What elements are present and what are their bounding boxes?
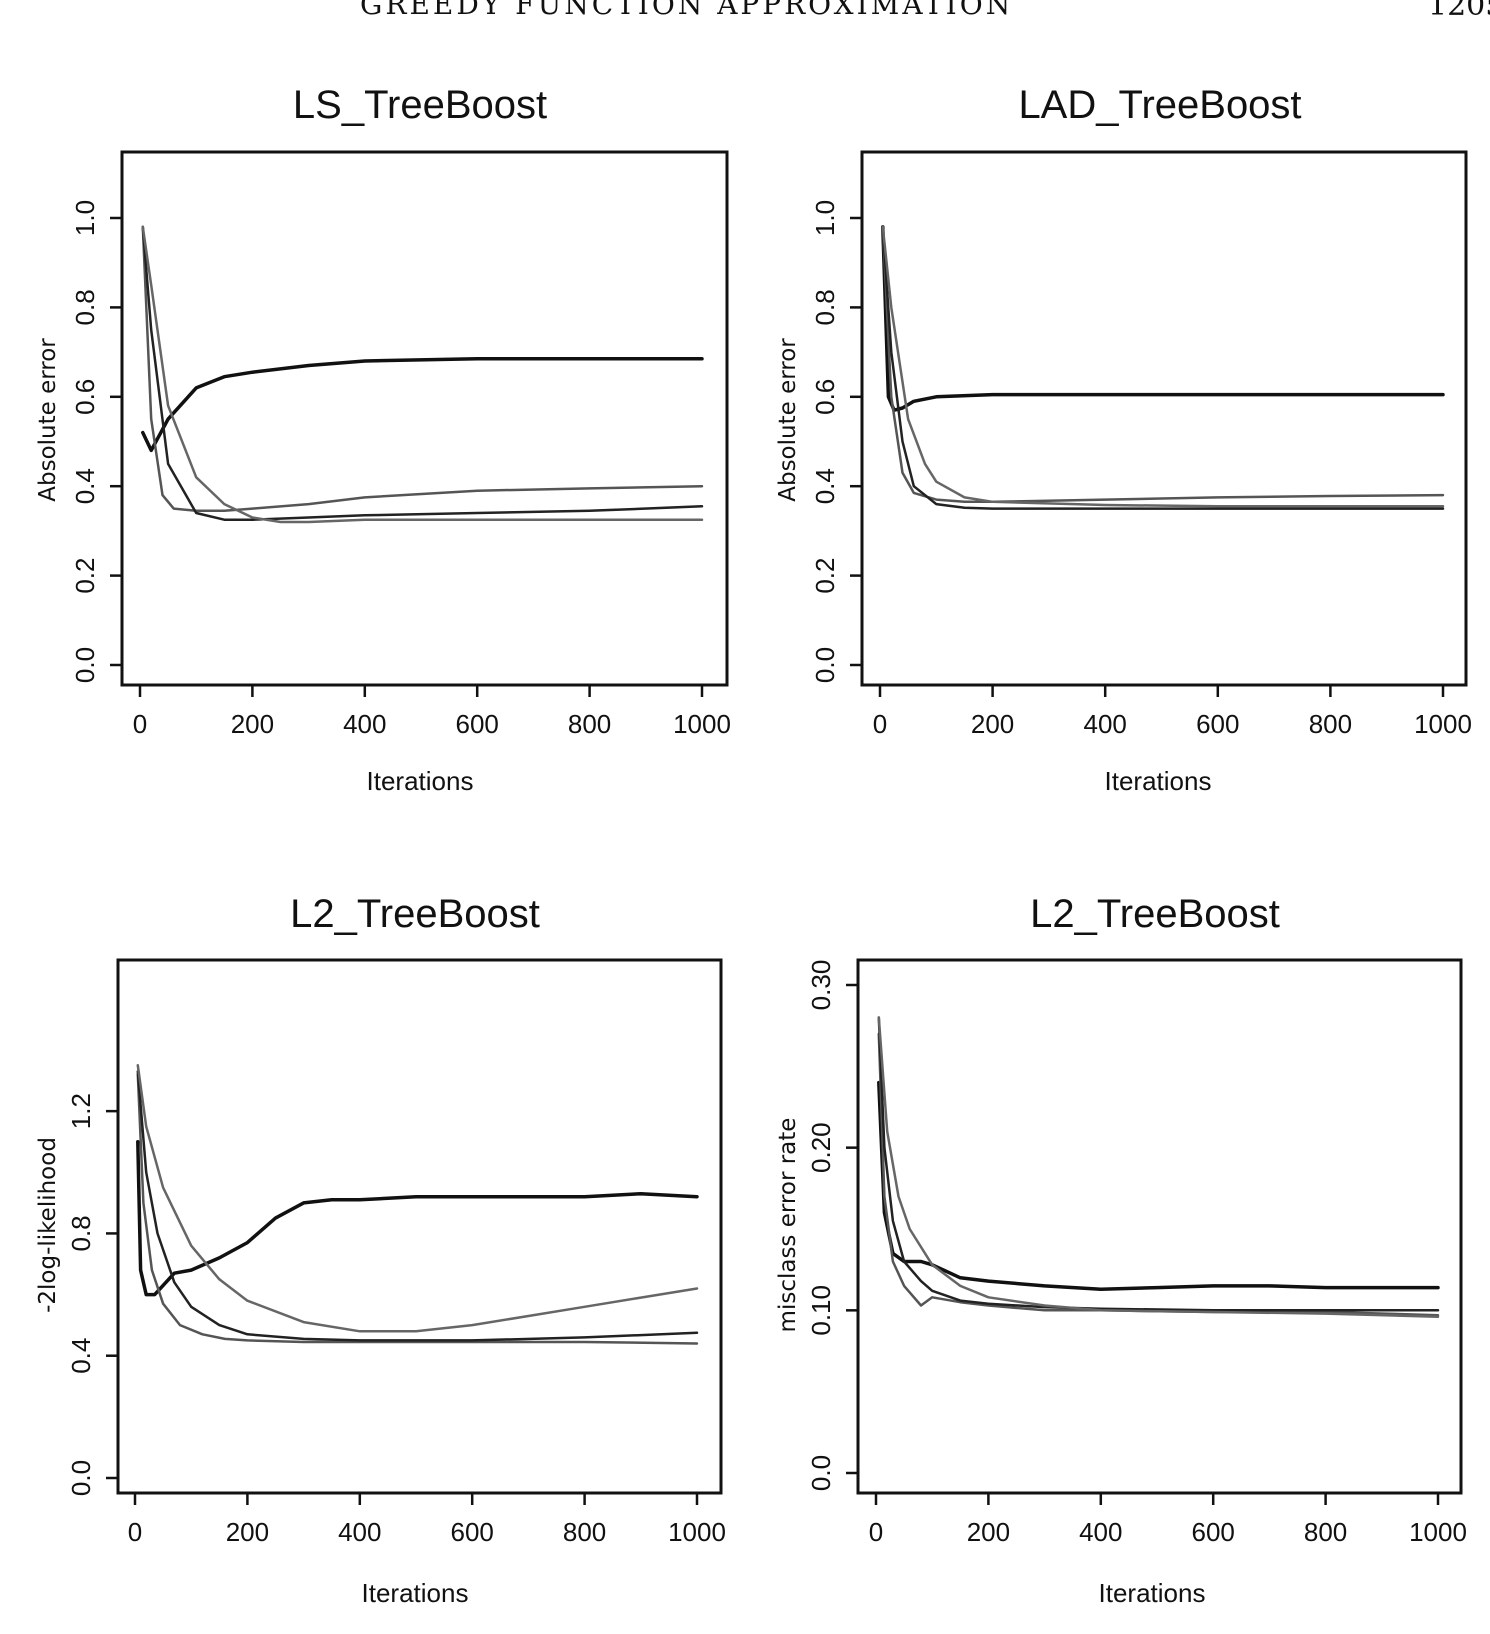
y-tick-label: 0.0: [66, 1460, 96, 1496]
y-axis-label: Absolute error: [775, 338, 801, 502]
plot-frame: [116, 958, 723, 1495]
series-line-3: [136, 1070, 699, 1342]
y-tick-label: 0.0: [810, 647, 840, 683]
page-header: GREEDY FUNCTION APPROXIMATION 1205: [0, 0, 1490, 40]
y-tick-label: 0.10: [806, 1285, 836, 1336]
y-tick-label: 0.8: [66, 1215, 96, 1251]
x-tick-label: 400: [1079, 1517, 1122, 1547]
x-tick-label: 600: [1192, 1517, 1235, 1547]
plot-frame: [120, 150, 729, 687]
y-tick-label: 1.0: [810, 200, 840, 236]
series-line-4: [877, 1016, 1440, 1319]
x-axis-label: Iterations: [1099, 1578, 1206, 1608]
x-tick-label: 0: [133, 709, 147, 739]
series-line-1: [136, 1139, 699, 1297]
x-tick-label: 200: [231, 709, 274, 739]
x-tick-label: 200: [967, 1517, 1010, 1547]
y-axis-label: -2log-likelihood: [35, 1137, 61, 1313]
series-line-1: [877, 1080, 1440, 1291]
y-tick-label: 0.0: [70, 647, 100, 683]
x-tick-label: 600: [456, 709, 499, 739]
y-tick-label: 0.4: [810, 468, 840, 504]
x-tick-label: 1000: [668, 1517, 726, 1547]
series-line-1: [141, 357, 704, 453]
series-line-4: [136, 1064, 699, 1333]
y-tick-label: 0.20: [806, 1122, 836, 1173]
chart-panel-2: LAD_TreeBoost 0 200 400 600 800 1000 0.0 0.2 0.4 0…: [775, 83, 1472, 796]
series-line-3: [881, 225, 1445, 510]
y-tick-label: 0.8: [810, 289, 840, 325]
x-tick-label: 800: [1304, 1517, 1347, 1547]
chart-panel-4: L2_TreeBoost 0 200 400 600 800 1000 0.0 0.10 0.20…: [775, 892, 1467, 1608]
x-axis-label: Iterations: [362, 1578, 469, 1608]
x-tick-label: 0: [873, 709, 887, 739]
running-title: GREEDY FUNCTION APPROXIMATION: [360, 0, 1014, 21]
x-tick-label: 800: [563, 1517, 606, 1547]
y-tick-label: 1.2: [66, 1093, 96, 1129]
series-line-2: [877, 1032, 1440, 1317]
x-axis-label: Iterations: [1105, 766, 1212, 796]
x-axis-label: Iterations: [367, 766, 474, 796]
y-tick-label: 0.30: [806, 960, 836, 1011]
x-tick-label: 800: [1309, 709, 1352, 739]
y-tick-label: 0.0: [806, 1455, 836, 1491]
series-line-2: [136, 1073, 699, 1345]
y-tick-label: 0.4: [66, 1338, 96, 1374]
x-tick-label: 600: [451, 1517, 494, 1547]
y-tick-label: 0.6: [70, 379, 100, 415]
chart-panel-1: LS_TreeBoost 0 200 400 600 800 1000 0.0 0.2 0.4 0.…: [35, 83, 731, 796]
y-tick-label: 0.8: [70, 289, 100, 325]
series-line-2: [141, 225, 704, 513]
plot-frame: [856, 958, 1463, 1495]
plot-frame: [860, 150, 1468, 687]
x-tick-label: 0: [869, 1517, 883, 1547]
series-line-3: [877, 1016, 1440, 1312]
y-tick-label: 1.0: [70, 200, 100, 236]
y-tick-label: 0.2: [810, 558, 840, 594]
x-tick-label: 0: [128, 1517, 142, 1547]
x-tick-label: 1000: [1409, 1517, 1467, 1547]
series-line-2: [881, 225, 1445, 504]
chart-title: LS_TreeBoost: [293, 83, 547, 127]
page-number: 1205: [1428, 0, 1490, 23]
chart-title: L2_TreeBoost: [1030, 892, 1280, 936]
series-line-3: [141, 225, 704, 521]
chart-panel-3: L2_TreeBoost 0 200 400 600 800 1000 0.0 0.4 0.8 1.…: [35, 892, 726, 1608]
x-tick-label: 400: [1084, 709, 1127, 739]
x-tick-label: 1000: [1414, 709, 1472, 739]
x-tick-label: 800: [568, 709, 611, 739]
series-line-4: [141, 225, 704, 524]
x-tick-label: 200: [226, 1517, 269, 1547]
x-tick-label: 200: [971, 709, 1014, 739]
chart-title: L2_TreeBoost: [290, 892, 540, 936]
x-tick-label: 1000: [673, 709, 731, 739]
y-axis-label: Absolute error: [35, 338, 61, 502]
series-line-1: [881, 225, 1445, 412]
x-tick-label: 400: [338, 1517, 381, 1547]
chart-title: LAD_TreeBoost: [1018, 83, 1301, 127]
series-line-4: [881, 225, 1445, 508]
x-tick-label: 400: [343, 709, 386, 739]
y-tick-label: 0.4: [70, 468, 100, 504]
x-tick-label: 600: [1196, 709, 1239, 739]
y-axis-label: misclass error rate: [775, 1118, 801, 1333]
y-tick-label: 0.6: [810, 379, 840, 415]
y-tick-label: 0.2: [70, 558, 100, 594]
